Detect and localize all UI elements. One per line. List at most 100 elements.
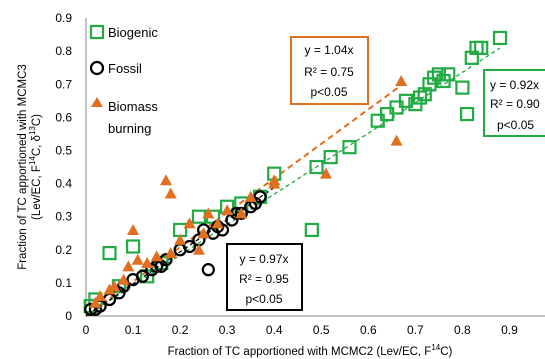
y-tick-label: 0.1 xyxy=(55,276,72,290)
x-tick-labels: 0 0.1 0.2 0.3 0.4 0.5 0.6 0.7 0.8 0.9 xyxy=(83,323,518,337)
y-tick-label: 0.6 xyxy=(55,110,72,124)
y-tick-label: 0.9 xyxy=(55,11,72,25)
y-tick-label: 0 xyxy=(65,309,72,323)
fit-box-fossil-frame xyxy=(226,243,303,311)
point-biogenic xyxy=(342,140,357,155)
y-axis-title-line2-prefix: (Lev/EC, F xyxy=(31,165,43,220)
y-tick-label: 0.5 xyxy=(55,144,72,158)
point-biomass-burning xyxy=(174,233,187,245)
point-biomass-burning xyxy=(390,134,403,146)
point-biogenic xyxy=(492,30,508,46)
x-tick-label: 0.6 xyxy=(360,323,377,337)
point-biomass-burning xyxy=(183,217,196,229)
y-axis-title: Fraction of TC apportioned with MCMC3 (L… xyxy=(17,64,43,270)
x-tick-label: 0.3 xyxy=(219,323,236,337)
point-fossil xyxy=(135,269,150,283)
point-biogenic xyxy=(304,222,319,238)
fit-biogenic-p: p<0.05 xyxy=(497,118,534,132)
fit-box-biogenic: y = 0.92x R² = 0.90 p<0.05 xyxy=(483,69,545,137)
point-biomass-burning xyxy=(197,227,210,239)
legend-marker-biomass xyxy=(91,97,103,107)
y-axis-title-line2-sup2: 13 xyxy=(28,126,37,135)
point-fossil xyxy=(201,263,215,277)
point-biomass-burning xyxy=(131,253,144,265)
point-biomass-burning xyxy=(164,187,177,199)
point-biomass-burning xyxy=(221,204,234,216)
point-biomass-burning xyxy=(202,207,215,219)
y-tick-label: 0.3 xyxy=(55,210,72,224)
point-biomass-burning xyxy=(127,223,140,235)
fit-biogenic-r2: R² = 0.90 xyxy=(490,97,540,111)
legend-label-biomass-line1: Biomass xyxy=(108,99,158,114)
point-biogenic xyxy=(460,106,475,122)
point-biomass-burning xyxy=(211,217,224,229)
x-tick-label: 0.9 xyxy=(501,323,518,337)
x-axis-title-sup: 14 xyxy=(431,343,440,352)
point-biomass-burning xyxy=(117,273,130,285)
y-tick-label: 0.8 xyxy=(55,44,72,58)
fit-fossil-equation: y = 0.97x xyxy=(239,252,288,266)
legend-label-fossil: Fossil xyxy=(108,61,142,76)
x-tick-label: 0.1 xyxy=(125,323,142,337)
point-biomass-burning xyxy=(108,280,121,292)
data-points xyxy=(83,30,508,316)
x-tick-label: 0 xyxy=(83,323,90,337)
point-biomass-burning xyxy=(150,250,163,262)
point-biomass-burning xyxy=(319,167,332,179)
y-axis-title-line2-suffix: C) xyxy=(31,114,43,126)
x-tick-label: 0.2 xyxy=(172,323,189,337)
point-biomass-burning xyxy=(94,290,107,302)
point-biomass-burning xyxy=(89,296,102,308)
y-axis-title-line2-sup1: 14 xyxy=(28,156,37,165)
y-axis-title-line1: Fraction of TC apportioned with MCMC3 xyxy=(17,64,29,270)
fit-biomass-p: p<0.05 xyxy=(310,85,347,99)
x-axis-title: Fraction of TC apportioned with MCMC2 (L… xyxy=(168,343,453,358)
fit-biogenic-equation: y = 0.92x xyxy=(490,78,539,92)
legend: Biogenic Fossil Biomass burning xyxy=(89,24,158,136)
fit-fossil-p: p<0.05 xyxy=(245,292,282,306)
fit-biomass-equation: y = 1.04x xyxy=(304,43,353,57)
point-biomass-burning xyxy=(159,174,172,186)
y-tick-label: 0.2 xyxy=(55,243,72,257)
point-biogenic xyxy=(102,246,117,261)
fit-box-biomass-frame xyxy=(290,36,369,105)
point-biomass-burning xyxy=(395,74,408,86)
fit-fossil-r2: R² = 0.95 xyxy=(239,272,289,286)
fit-box-biogenic-frame xyxy=(483,69,545,137)
point-biogenic xyxy=(474,40,489,55)
legend-label-biogenic: Biogenic xyxy=(108,25,158,40)
point-biogenic xyxy=(398,93,414,108)
point-biogenic xyxy=(309,159,324,175)
point-biomass-burning xyxy=(235,207,248,219)
x-tick-label: 0.7 xyxy=(407,323,424,337)
y-tick-label: 0.4 xyxy=(55,177,72,191)
fit-biomass-r2: R² = 0.75 xyxy=(304,65,354,79)
fit-box-biomass: y = 1.04x R² = 0.75 p<0.05 xyxy=(290,36,369,105)
fit-box-fossil: y = 0.97x R² = 0.95 p<0.05 xyxy=(226,243,303,311)
point-biogenic xyxy=(417,87,432,102)
x-tick-label: 0.4 xyxy=(266,323,283,337)
x-axis-title-suffix: C) xyxy=(440,346,452,358)
point-biomass-burning xyxy=(192,243,205,255)
point-biogenic xyxy=(455,80,470,95)
point-biogenic xyxy=(441,67,456,82)
plot-axes xyxy=(85,18,545,317)
legend-marker-biogenic xyxy=(89,24,105,40)
y-axis-title-line2: (Lev/EC, F14C, δ13C) xyxy=(28,114,43,220)
y-tick-label: 0.7 xyxy=(55,77,72,91)
point-biogenic xyxy=(412,90,428,105)
point-fossil xyxy=(182,239,197,254)
legend-marker-fossil xyxy=(89,60,105,76)
fit-line-biogenic xyxy=(85,47,501,317)
point-fossil xyxy=(215,223,230,237)
x-tick-label: 0.5 xyxy=(313,323,330,337)
point-biogenic xyxy=(464,50,479,65)
point-biomass-burning xyxy=(122,260,135,272)
point-biogenic xyxy=(427,70,442,85)
legend-label-biomass-line2: burning xyxy=(108,121,151,136)
x-axis-title-prefix: Fraction of TC apportioned with MCMC2 (L… xyxy=(168,346,432,358)
x-tick-label: 0.8 xyxy=(454,323,471,337)
point-fossil xyxy=(253,190,267,204)
point-biogenic xyxy=(125,239,141,254)
